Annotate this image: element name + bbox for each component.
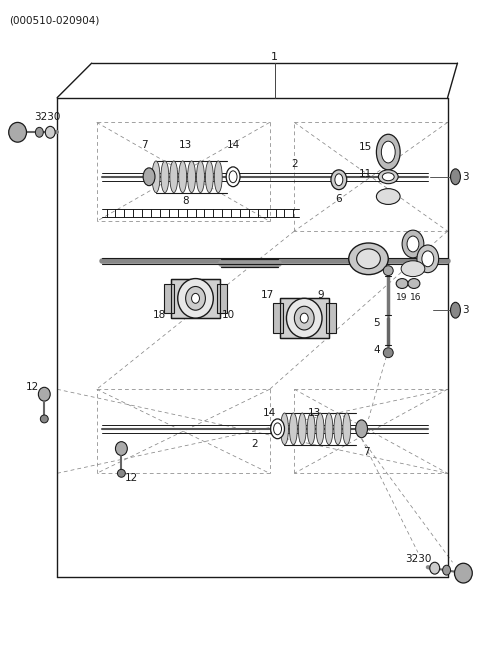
Ellipse shape [402, 230, 424, 258]
Ellipse shape [143, 168, 155, 185]
Ellipse shape [280, 413, 288, 445]
Text: 12: 12 [26, 383, 39, 392]
Ellipse shape [384, 266, 393, 276]
Ellipse shape [335, 174, 343, 185]
Text: 3230: 3230 [405, 554, 431, 565]
Bar [171, 278, 220, 318]
Text: 1: 1 [271, 52, 278, 62]
Ellipse shape [376, 189, 400, 204]
Ellipse shape [430, 562, 440, 574]
Ellipse shape [331, 170, 347, 189]
Ellipse shape [451, 169, 460, 185]
Ellipse shape [407, 236, 419, 252]
Ellipse shape [214, 161, 222, 193]
Ellipse shape [343, 413, 351, 445]
Ellipse shape [408, 278, 420, 288]
Ellipse shape [179, 161, 187, 193]
Text: (000510-020904): (000510-020904) [9, 16, 99, 26]
Ellipse shape [356, 420, 368, 438]
Ellipse shape [40, 415, 48, 423]
Text: 11: 11 [359, 169, 372, 179]
Bar [273, 303, 283, 333]
Text: 13: 13 [179, 140, 192, 150]
Text: 12: 12 [125, 473, 138, 483]
Ellipse shape [186, 286, 205, 310]
Ellipse shape [381, 141, 395, 163]
Text: 9: 9 [318, 290, 324, 301]
Ellipse shape [226, 167, 240, 187]
Ellipse shape [298, 413, 306, 445]
Ellipse shape [289, 413, 297, 445]
Ellipse shape [401, 261, 425, 276]
Text: 14: 14 [227, 140, 240, 150]
Ellipse shape [384, 348, 393, 358]
Text: 2: 2 [252, 439, 258, 449]
Ellipse shape [422, 251, 434, 267]
Ellipse shape [116, 441, 127, 455]
Text: 15: 15 [359, 142, 372, 152]
Ellipse shape [300, 313, 308, 323]
Ellipse shape [188, 161, 195, 193]
Bar [217, 284, 227, 313]
Text: 8: 8 [182, 196, 189, 206]
Bar [279, 298, 329, 338]
Text: 3: 3 [462, 305, 468, 315]
Text: 7: 7 [363, 447, 370, 457]
Ellipse shape [316, 413, 324, 445]
Text: 18: 18 [152, 310, 166, 320]
Ellipse shape [274, 423, 281, 435]
Ellipse shape [349, 243, 388, 274]
Ellipse shape [378, 170, 398, 183]
Ellipse shape [455, 563, 472, 583]
Ellipse shape [192, 293, 200, 303]
Ellipse shape [170, 161, 178, 193]
Ellipse shape [229, 171, 237, 183]
Ellipse shape [287, 298, 322, 338]
Text: 6: 6 [336, 193, 342, 204]
Ellipse shape [161, 161, 169, 193]
Text: 16: 16 [410, 293, 422, 302]
Ellipse shape [357, 249, 380, 269]
Text: 3230: 3230 [34, 113, 60, 122]
Bar [279, 298, 329, 338]
Ellipse shape [376, 134, 400, 170]
Text: 4: 4 [373, 345, 380, 355]
Ellipse shape [307, 413, 315, 445]
Ellipse shape [396, 278, 408, 288]
Ellipse shape [38, 387, 50, 401]
Text: 14: 14 [263, 408, 276, 418]
Ellipse shape [152, 161, 160, 193]
Bar [164, 284, 174, 313]
Ellipse shape [36, 127, 43, 138]
Text: 17: 17 [261, 290, 274, 301]
Ellipse shape [178, 278, 213, 318]
Text: 7: 7 [141, 140, 147, 150]
Ellipse shape [334, 413, 342, 445]
Ellipse shape [9, 122, 26, 142]
Ellipse shape [417, 245, 439, 272]
Ellipse shape [294, 307, 314, 330]
Ellipse shape [205, 161, 213, 193]
Ellipse shape [443, 565, 451, 575]
Text: 3: 3 [462, 172, 468, 182]
Ellipse shape [196, 161, 204, 193]
Text: 19: 19 [396, 293, 408, 302]
Ellipse shape [118, 470, 125, 477]
Text: 5: 5 [373, 318, 380, 328]
Bar [326, 303, 336, 333]
Text: 10: 10 [222, 310, 235, 320]
Ellipse shape [451, 303, 460, 318]
Ellipse shape [271, 419, 285, 439]
Ellipse shape [325, 413, 333, 445]
Ellipse shape [383, 173, 394, 181]
Text: 2: 2 [291, 159, 298, 169]
Ellipse shape [45, 126, 55, 138]
Bar [171, 278, 220, 318]
Text: 13: 13 [308, 408, 321, 418]
